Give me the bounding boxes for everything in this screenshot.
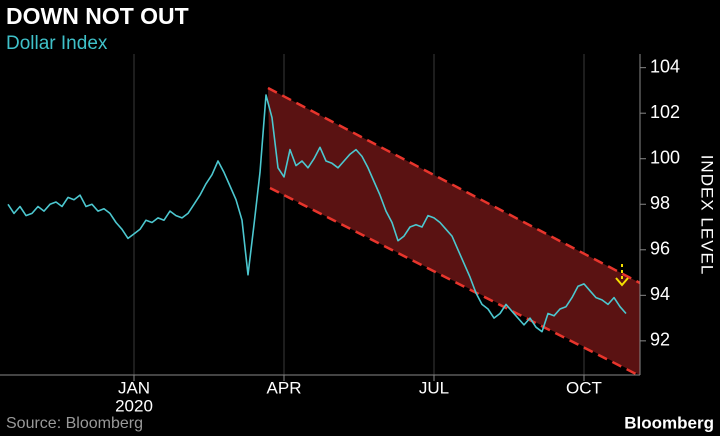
- x-tick-label: APR: [267, 378, 302, 397]
- y-tick-label: 100: [650, 147, 680, 167]
- channel-lower: [269, 186, 641, 378]
- y-tick-label: 96: [650, 239, 670, 259]
- y-tick-label: 102: [650, 102, 680, 122]
- chart-subtitle: Dollar Index: [6, 33, 108, 54]
- x-tick-label: OCT: [566, 378, 602, 397]
- x-tick-label: JAN: [118, 378, 150, 397]
- channel-upper: [267, 86, 641, 285]
- y-tick-label: 94: [650, 284, 670, 304]
- brand: Bloomberg: [624, 413, 714, 432]
- y-axis-label: INDEX LEVEL: [698, 155, 717, 276]
- line-series: [7, 94, 627, 333]
- channel-fill: [268, 88, 640, 375]
- x-tick-label: JUL: [419, 378, 449, 397]
- y-tick-label: 104: [650, 56, 680, 76]
- source: Source: Bloomberg: [6, 415, 143, 432]
- y-tick-label: 92: [650, 330, 670, 350]
- x-year-label: 2020: [115, 396, 153, 415]
- arrow-head: [615, 277, 629, 287]
- highlight-arrow: [615, 264, 629, 287]
- chart-title: DOWN NOT OUT: [6, 3, 189, 29]
- y-tick-label: 98: [650, 193, 670, 213]
- trend-channel: [267, 86, 641, 378]
